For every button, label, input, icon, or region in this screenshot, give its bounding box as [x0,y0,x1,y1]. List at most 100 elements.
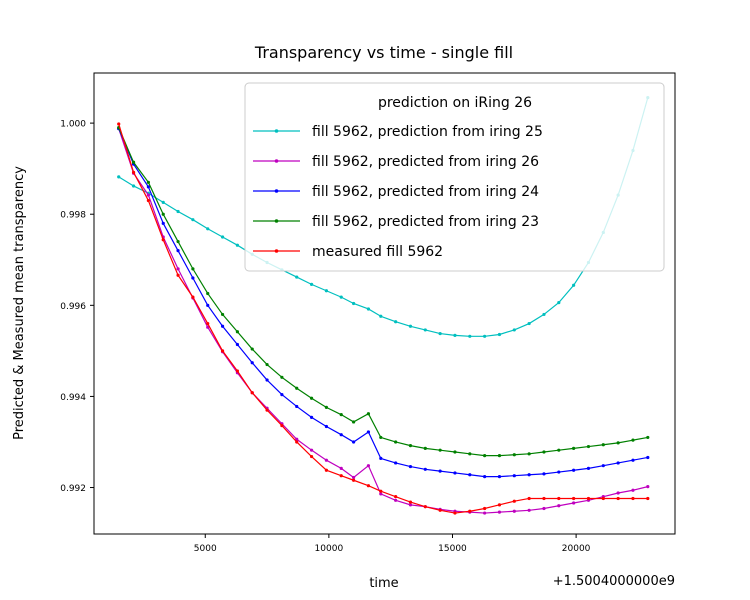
series-4-point [265,362,269,367]
series-2-point [483,511,487,515]
series-5-point [423,505,427,509]
series-5-point [572,496,576,501]
legend-box [244,82,665,272]
series-4-point [324,405,328,409]
y-tick-label: 0.996 [60,302,86,312]
series-4-point [586,444,591,449]
series-5-point [146,198,150,203]
series-3-point [408,464,413,469]
x-tick-label: 5000 [194,544,217,554]
series-1-point [438,331,442,336]
series-3-point [483,475,487,479]
series-4-point [220,312,225,317]
series-1-point [366,307,371,311]
series-1-point [176,209,180,214]
series-5-point [280,423,284,428]
series-3-point [146,185,150,189]
series-1-point [572,283,576,287]
series-5-point [453,511,457,515]
series-3-point [206,303,210,307]
series-5-point [250,391,254,395]
legend-entry: fill 5962, predicted from iring 23 [253,214,539,230]
legend-entry-label: measured fill 5962 [312,244,443,260]
series-4-point [483,454,487,458]
series-3-point [339,433,343,437]
legend-entry: fill 5962, predicted from iring 26 [253,154,539,170]
series-3-point [394,461,398,465]
series-1-point [324,289,328,293]
series-5-point [527,496,531,501]
series-5-point [295,440,299,444]
series-3-point [161,221,165,225]
x-tick-label: 20000 [562,544,591,554]
series-1-point [131,184,136,188]
series-5-point [131,170,136,174]
series-4-point [366,412,371,416]
series-4-point [631,438,635,442]
series-3-point [542,472,546,476]
series-4-point [527,452,531,456]
series-5-point [512,499,516,503]
series-1-point [542,312,546,317]
series-3-point [366,430,371,434]
series-5-point [646,496,650,501]
series-4-point [235,330,239,334]
series-5-point [631,496,635,501]
series-2-point [379,492,383,496]
series-5-point [117,122,121,126]
y-tick-label: 0.998 [60,211,86,221]
series-3-point [468,473,472,477]
series-5-point [586,496,591,501]
series-4 [117,126,650,458]
series-4-point [352,420,356,424]
series-1-point [394,320,398,324]
legend-swatch-marker [274,219,279,223]
series-4-point [646,435,650,440]
series-3-point [295,404,299,409]
series-5-point [352,478,356,482]
series-2-point [352,475,356,480]
series-4-point [309,396,314,400]
series-5 [117,122,650,515]
series-4-point [438,448,442,452]
x-axis-ticks: 5000 10000 15000 20000 [194,534,591,554]
series-1-point [483,334,487,338]
series-5-point [394,495,398,499]
series-5-point [191,295,195,299]
y-tick-label: 0.994 [60,393,86,403]
legend-swatch-marker [274,159,279,163]
series-4-point [295,386,299,390]
series-3-point [280,393,284,397]
series-3-point [265,378,269,382]
series-1-point [235,243,239,247]
series-2-point [557,504,561,508]
series-3-point [191,276,195,280]
series-1-point [191,218,195,222]
legend-entry-label: fill 5962, predicted from iring 23 [312,214,539,230]
series-2-point [408,503,413,507]
legend-entry: measured fill 5962 [253,244,443,260]
series-5-point [161,238,165,242]
legend-swatch-marker [274,189,279,193]
series-5-point [542,496,546,501]
series-5-point [339,474,343,478]
series-3-point [352,440,356,444]
series-3-point [497,475,502,479]
series-1-point [220,235,225,239]
series-4-point [131,160,136,164]
series-3-point [379,456,383,460]
series-5-point [324,468,328,472]
series-3-point [527,473,531,477]
x-tick-label: 10000 [315,544,344,554]
series-2-point [146,193,150,197]
series-3-point [616,461,620,465]
legend-title: prediction on iRing 26 [378,95,532,111]
series-3-point [586,466,591,470]
series-5-point [497,503,502,507]
series-3-point [250,361,254,365]
x-axis-offset-label: +1.5004000000e9 [553,574,675,589]
series-2-point [366,464,371,468]
series-5-point [557,496,561,501]
series-3-point [176,249,180,253]
series-1-point [527,321,531,326]
